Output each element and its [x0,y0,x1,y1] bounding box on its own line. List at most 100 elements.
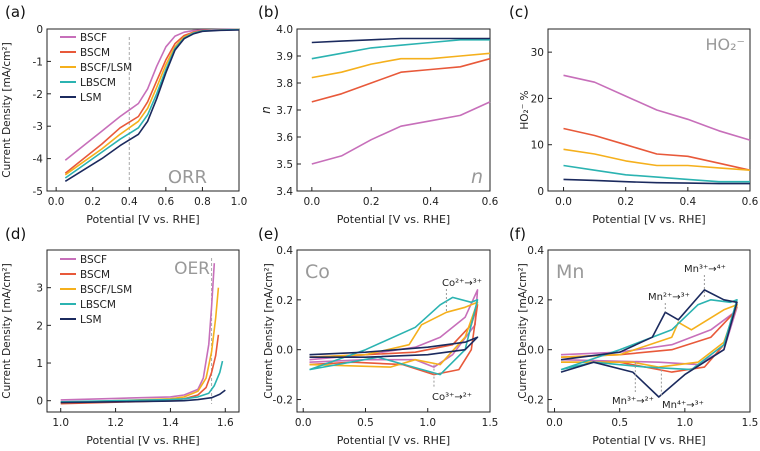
x-tick-label: 0.2 [84,196,101,208]
x-axis-label: Potential [V vs. RHE] [337,434,450,447]
redox-label: Co²⁺→³⁺ [442,278,482,289]
x-tick-label: 1.5 [482,417,499,429]
x-tick-label: 1.0 [52,417,69,429]
series-line-bscf [311,101,491,165]
x-tick-label: 1.6 [217,417,234,429]
x-tick-label: 1.0 [231,196,248,208]
series-line-bscf-lsm [560,304,738,368]
x-tick-label: 0.0 [546,417,563,429]
x-tick-label: 0.2 [363,196,380,208]
redox-label: Mn³⁺→⁴⁺ [684,264,726,275]
x-axis-label: Potential [V vs. RHE] [592,213,705,226]
series-line-lsm [60,389,226,404]
chart-panel-d: (d) 1.0 1.2 1.4 1.6 0 1 2 3 Potential [V vs. RHE]… [1,225,240,447]
y-tick-label: 30 [531,47,544,59]
y-tick-label: -0.2 [524,395,545,407]
series-line-bscf-lsm [311,52,491,79]
panel-annotation: ORR [168,167,207,188]
y-tick-label: 0.0 [276,345,293,357]
panel-annotation: Co [305,261,330,283]
series-line-lbscm [60,360,224,403]
chart-panel-a: (a) 0.0 0.2 0.4 0.6 0.8 1.0 0 -1 -2 -3 -4 -5 Potentia… [1,3,247,226]
plot-frame [547,28,751,192]
y-tick-label: 0.0 [527,345,544,357]
y-tick-label: 0.4 [527,245,544,257]
legend-entry: BSCF/LSM [80,284,132,296]
y-tick-label: 0 [537,186,544,198]
y-tick-label: -5 [33,186,43,198]
y-tick-label: 0.2 [527,295,544,307]
legend-entry: BSCF/LSM [80,62,132,74]
series-line-lsm [311,37,490,44]
panel-label: (b) [258,3,279,21]
x-tick-label: 0.0 [303,196,320,208]
plot-frame [46,28,240,192]
x-tick-label: 0.6 [742,196,759,208]
panel-label: (e) [258,225,279,243]
plot-frame [547,249,751,413]
x-axis-label: Potential [V vs. RHE] [592,434,705,447]
y-tick-label: 10 [531,140,544,152]
plot-frame [296,249,491,413]
y-tick-label: -1 [33,56,43,68]
y-tick-label: 0.2 [276,295,293,307]
x-axis-label: Potential [V vs. RHE] [86,213,199,226]
panel-label: (a) [5,3,26,21]
x-tick-label: 0.0 [48,196,65,208]
redox-label: Co³⁺→²⁺ [432,392,472,403]
series-line-bscf-lsm [309,301,479,368]
panel-annotation: OER [174,259,210,279]
y-tick-label: 1 [36,358,43,370]
legend-entry: LBSCM [80,299,116,311]
redox-label: Mn²⁺→³⁺ [648,292,690,303]
chart-panel-b: (b) 0.0 0.2 0.4 0.6 3.4 3.5 3.6 3.7 3.8 3.9 4.0 Pote… [258,3,499,226]
x-tick-label: 0.6 [158,196,175,208]
y-axis-label: Current Density [mA/cm²] [1,263,13,398]
x-tick-label: 0.5 [611,417,628,429]
legend-entry: LBSCM [80,77,116,89]
x-tick-label: 0.8 [194,196,211,208]
y-axis-label: Current Density [mA/cm²] [1,42,13,177]
y-tick-label: -2 [33,89,43,101]
series-line-lsm [560,289,738,398]
series-line-bscm [309,304,479,376]
x-tick-label: 1.0 [676,417,693,429]
y-axis-label: n [259,106,273,114]
legend-entry: BSCF [80,254,107,266]
x-tick-label: 1.4 [162,417,179,429]
redox-label: Mn³⁺→²⁺ [612,396,654,407]
panel-label: (f) [509,225,526,243]
x-tick-label: 1.0 [419,417,436,429]
series-line-lbscm [309,296,479,376]
panel-annotation: Mn [556,261,584,283]
plot-frame [46,249,240,413]
y-tick-label: 3.6 [276,132,293,144]
y-axis-label: Current Density [mA/cm²] [263,263,275,398]
legend-entry: BSCM [80,269,110,281]
series-line-lbscm [563,164,750,183]
x-tick-label: 1.2 [107,417,124,429]
x-tick-label: 0.4 [422,196,439,208]
y-tick-label: 0 [36,24,43,36]
y-axis-label: Current Density [mA/cm²] [517,263,529,398]
legend-entry: BSCF [80,32,107,44]
y-tick-label: 3.7 [276,105,293,117]
series-line-lbscm [311,39,490,60]
y-tick-label: -0.2 [273,395,294,407]
series-line-bscm [563,127,751,171]
y-tick-label: 3 [36,283,43,295]
y-tick-label: 3.9 [276,51,293,63]
y-tick-label: 0 [36,396,43,408]
y-axis-label: HO₂⁻ % [519,90,531,129]
panel-label: (d) [5,225,26,243]
y-tick-label: -3 [33,121,43,133]
series-line-lsm [309,336,479,358]
y-tick-label: 0.4 [276,245,293,257]
series-line-lsm [64,29,240,182]
y-tick-label: 3.4 [276,186,293,198]
legend-entry: LSM [80,92,102,104]
x-tick-label: 0.2 [617,196,634,208]
panel-annotation: n [471,166,483,188]
